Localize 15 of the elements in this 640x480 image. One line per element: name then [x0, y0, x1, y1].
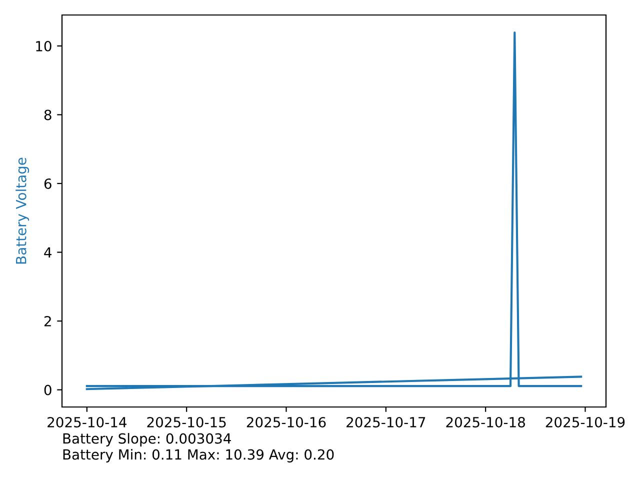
x-tick-label: 2025-10-19: [546, 416, 625, 428]
text: Battery Min: 0.11 Max: 10.39 Avg: 0.20: [63, 449, 334, 462]
y-tick-label: 8: [44, 110, 52, 120]
x-tick-label: 2025-10-18: [446, 416, 525, 428]
y-tick-label: 0: [44, 384, 52, 396]
y-tick-label: 4: [44, 247, 52, 258]
text: Battery Slope: 0.003034: [63, 433, 231, 446]
x-tick-label: 2025-10-14: [48, 416, 126, 428]
y-tick-label: 6: [44, 178, 52, 189]
y-tick-label: 2: [44, 316, 51, 326]
x-tick-label: 2025-10-17: [346, 416, 426, 428]
x-tick-label: 2025-10-16: [246, 416, 326, 428]
y-axis-title: Battery Voltage: [16, 158, 30, 264]
x-tick-label: 2025-10-15: [147, 416, 226, 428]
y-tick-label: 10: [36, 40, 52, 52]
